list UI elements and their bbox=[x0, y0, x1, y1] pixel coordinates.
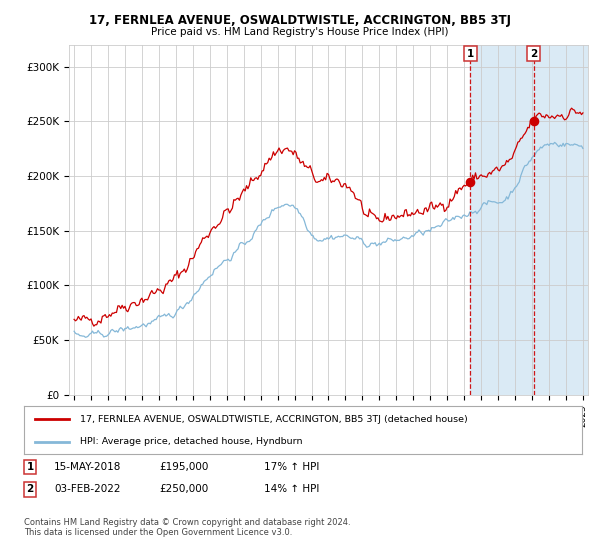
Text: Contains HM Land Registry data © Crown copyright and database right 2024.
This d: Contains HM Land Registry data © Crown c… bbox=[24, 518, 350, 538]
Bar bbox=[470, 45, 600, 395]
Text: 17, FERNLEA AVENUE, OSWALDTWISTLE, ACCRINGTON, BB5 3TJ: 17, FERNLEA AVENUE, OSWALDTWISTLE, ACCRI… bbox=[89, 14, 511, 27]
Point bbox=[466, 177, 475, 186]
Text: 2: 2 bbox=[530, 49, 537, 59]
Text: 2: 2 bbox=[26, 484, 34, 494]
Text: 1: 1 bbox=[467, 49, 474, 59]
Text: 17% ↑ HPI: 17% ↑ HPI bbox=[264, 462, 319, 472]
Text: 15-MAY-2018: 15-MAY-2018 bbox=[54, 462, 121, 472]
Text: 14% ↑ HPI: 14% ↑ HPI bbox=[264, 484, 319, 494]
Text: HPI: Average price, detached house, Hyndburn: HPI: Average price, detached house, Hynd… bbox=[80, 437, 302, 446]
Text: £250,000: £250,000 bbox=[159, 484, 208, 494]
Text: Price paid vs. HM Land Registry's House Price Index (HPI): Price paid vs. HM Land Registry's House … bbox=[151, 27, 449, 37]
Text: 17, FERNLEA AVENUE, OSWALDTWISTLE, ACCRINGTON, BB5 3TJ (detached house): 17, FERNLEA AVENUE, OSWALDTWISTLE, ACCRI… bbox=[80, 415, 467, 424]
Text: 1: 1 bbox=[26, 462, 34, 472]
Text: 03-FEB-2022: 03-FEB-2022 bbox=[54, 484, 121, 494]
Point bbox=[529, 117, 538, 126]
Text: £195,000: £195,000 bbox=[159, 462, 208, 472]
